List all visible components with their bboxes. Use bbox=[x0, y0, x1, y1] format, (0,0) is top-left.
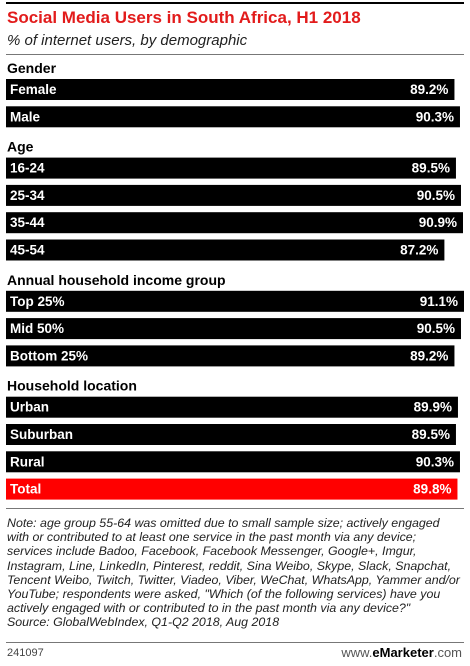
bar-data-label: 89.2% bbox=[410, 348, 448, 363]
group-heading: Gender bbox=[7, 60, 57, 76]
bar bbox=[6, 290, 464, 312]
bar-data-label: 90.5% bbox=[417, 321, 455, 336]
source-text: Source: GlobalWebIndex, Q1-Q2 2018, Aug … bbox=[7, 615, 280, 630]
top-rule bbox=[6, 2, 464, 4]
bar bbox=[6, 478, 458, 500]
chart-note: Note: age group 55-64 was omitted due to… bbox=[7, 516, 463, 630]
bar-category-label: Mid 50% bbox=[10, 321, 64, 336]
bar bbox=[6, 239, 445, 261]
bar bbox=[6, 79, 455, 100]
bar bbox=[6, 318, 461, 340]
bar-data-label: 87.2% bbox=[400, 243, 438, 258]
bar-data-label: 91.1% bbox=[420, 294, 458, 309]
bar-category-label: Bottom 25% bbox=[10, 348, 88, 363]
brand-logo[interactable]: www.eMarketer.com bbox=[341, 645, 462, 660]
bar-data-label: 89.9% bbox=[414, 400, 452, 415]
brand-name: eMarketer bbox=[372, 645, 434, 660]
bar bbox=[6, 184, 461, 206]
bar-category-label: 16-24 bbox=[10, 161, 45, 176]
bar-data-label: 90.3% bbox=[416, 109, 454, 124]
bar-category-label: Top 25% bbox=[10, 294, 65, 309]
bar bbox=[6, 106, 460, 128]
bar-category-label: 25-34 bbox=[10, 188, 45, 203]
bar-chart: Gender Female 89.2% Male 90.3% Age 16-24 89.5% 2… bbox=[6, 60, 464, 500]
bar-data-label: 90.3% bbox=[416, 454, 454, 469]
chart-id: 241097 bbox=[7, 647, 44, 659]
bar bbox=[6, 451, 460, 473]
bar-category-label: Total bbox=[10, 482, 41, 497]
bottom-divider bbox=[6, 642, 464, 643]
bar bbox=[6, 157, 456, 179]
bar bbox=[6, 212, 463, 234]
bar-category-label: Urban bbox=[10, 400, 49, 415]
bar-data-label: 89.5% bbox=[412, 161, 450, 176]
bar-category-label: Suburban bbox=[10, 427, 73, 442]
bar-data-label: 89.2% bbox=[410, 82, 448, 97]
bar-data-label: 90.5% bbox=[417, 188, 455, 203]
note-text: Note: age group 55-64 was omitted due to… bbox=[7, 516, 460, 616]
bar bbox=[6, 396, 458, 418]
group-heading: Age bbox=[7, 139, 34, 155]
bar-category-label: 45-54 bbox=[10, 243, 45, 258]
group-heading: Household location bbox=[7, 378, 137, 394]
bar bbox=[6, 424, 456, 445]
header-divider bbox=[6, 54, 464, 55]
footer-divider bbox=[6, 508, 464, 509]
brand-prefix: www. bbox=[341, 645, 373, 660]
chart-subtitle: % of internet users, by demographic bbox=[7, 32, 248, 49]
bar-category-label: 35-44 bbox=[10, 215, 45, 230]
bar-category-label: Male bbox=[10, 109, 41, 124]
brand-suffix: .com bbox=[433, 645, 462, 660]
bar bbox=[6, 345, 455, 367]
bar-category-label: Rural bbox=[10, 454, 45, 469]
chart-title: Social Media Users in South Africa, H1 2… bbox=[7, 8, 361, 27]
group-heading: Annual household income group bbox=[7, 272, 226, 288]
bar-data-label: 90.9% bbox=[419, 215, 457, 230]
bar-category-label: Female bbox=[10, 82, 57, 97]
bar-data-label: 89.5% bbox=[412, 427, 450, 442]
bar-data-label: 89.8% bbox=[413, 482, 451, 497]
